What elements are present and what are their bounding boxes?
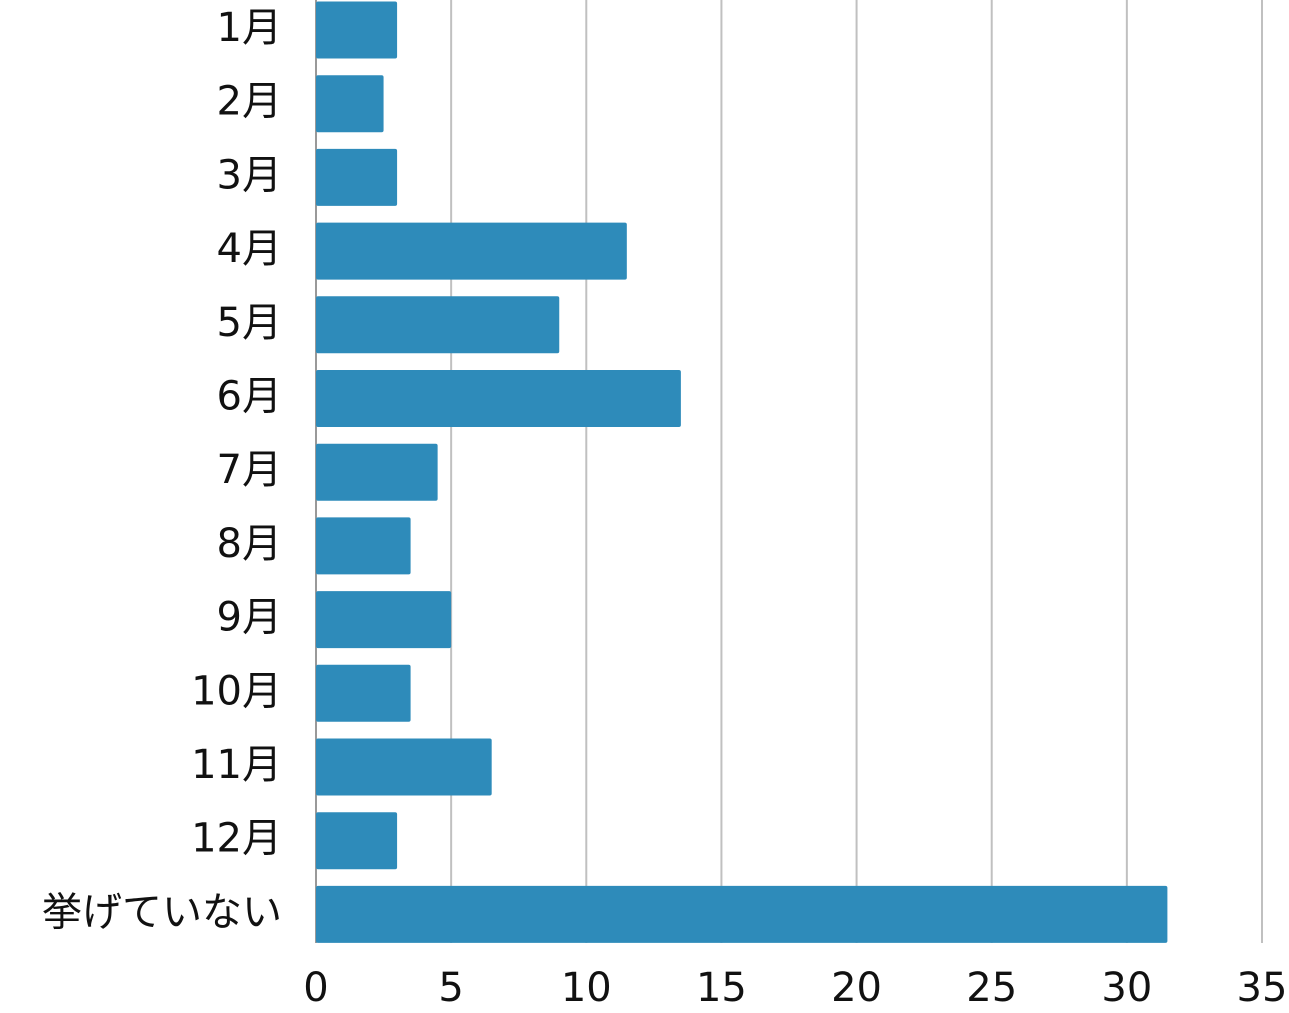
- bar: [316, 738, 492, 796]
- y-tick-label: 12月: [191, 816, 282, 862]
- x-tick-label: 10: [561, 965, 612, 1011]
- bar: [316, 443, 438, 501]
- bar: [316, 148, 398, 206]
- y-tick-label: 2月: [217, 79, 282, 125]
- bar: [316, 664, 411, 722]
- x-tick-label: 0: [303, 965, 328, 1011]
- x-tick-label: 30: [1101, 965, 1152, 1011]
- x-tick-label: 25: [966, 965, 1017, 1011]
- x-tick-label: 15: [696, 965, 747, 1011]
- y-tick-label: 8月: [217, 521, 282, 567]
- y-tick-label: 4月: [217, 226, 282, 272]
- y-tick-label: 7月: [217, 447, 282, 493]
- x-tick-label: 35: [1237, 965, 1288, 1011]
- bar: [316, 885, 1168, 943]
- bar: [316, 370, 681, 427]
- y-tick-label: 3月: [217, 152, 282, 198]
- bar: [316, 812, 398, 870]
- y-tick-label: 6月: [217, 374, 282, 420]
- y-tick-label: 5月: [217, 300, 282, 346]
- bar: [316, 1, 398, 59]
- bar: [316, 517, 411, 575]
- y-tick-label: 10月: [191, 668, 282, 714]
- x-tick-label: 20: [831, 965, 882, 1011]
- y-tick-label: 11月: [191, 742, 282, 788]
- x-tick-label: 5: [438, 965, 463, 1011]
- bar: [316, 222, 627, 280]
- bar: [316, 75, 384, 133]
- y-tick-label: 挙げていない: [42, 889, 282, 935]
- bar: [316, 591, 452, 649]
- y-tick-label: 1月: [217, 5, 282, 51]
- y-tick-label: 9月: [217, 595, 282, 641]
- bar: [316, 296, 560, 354]
